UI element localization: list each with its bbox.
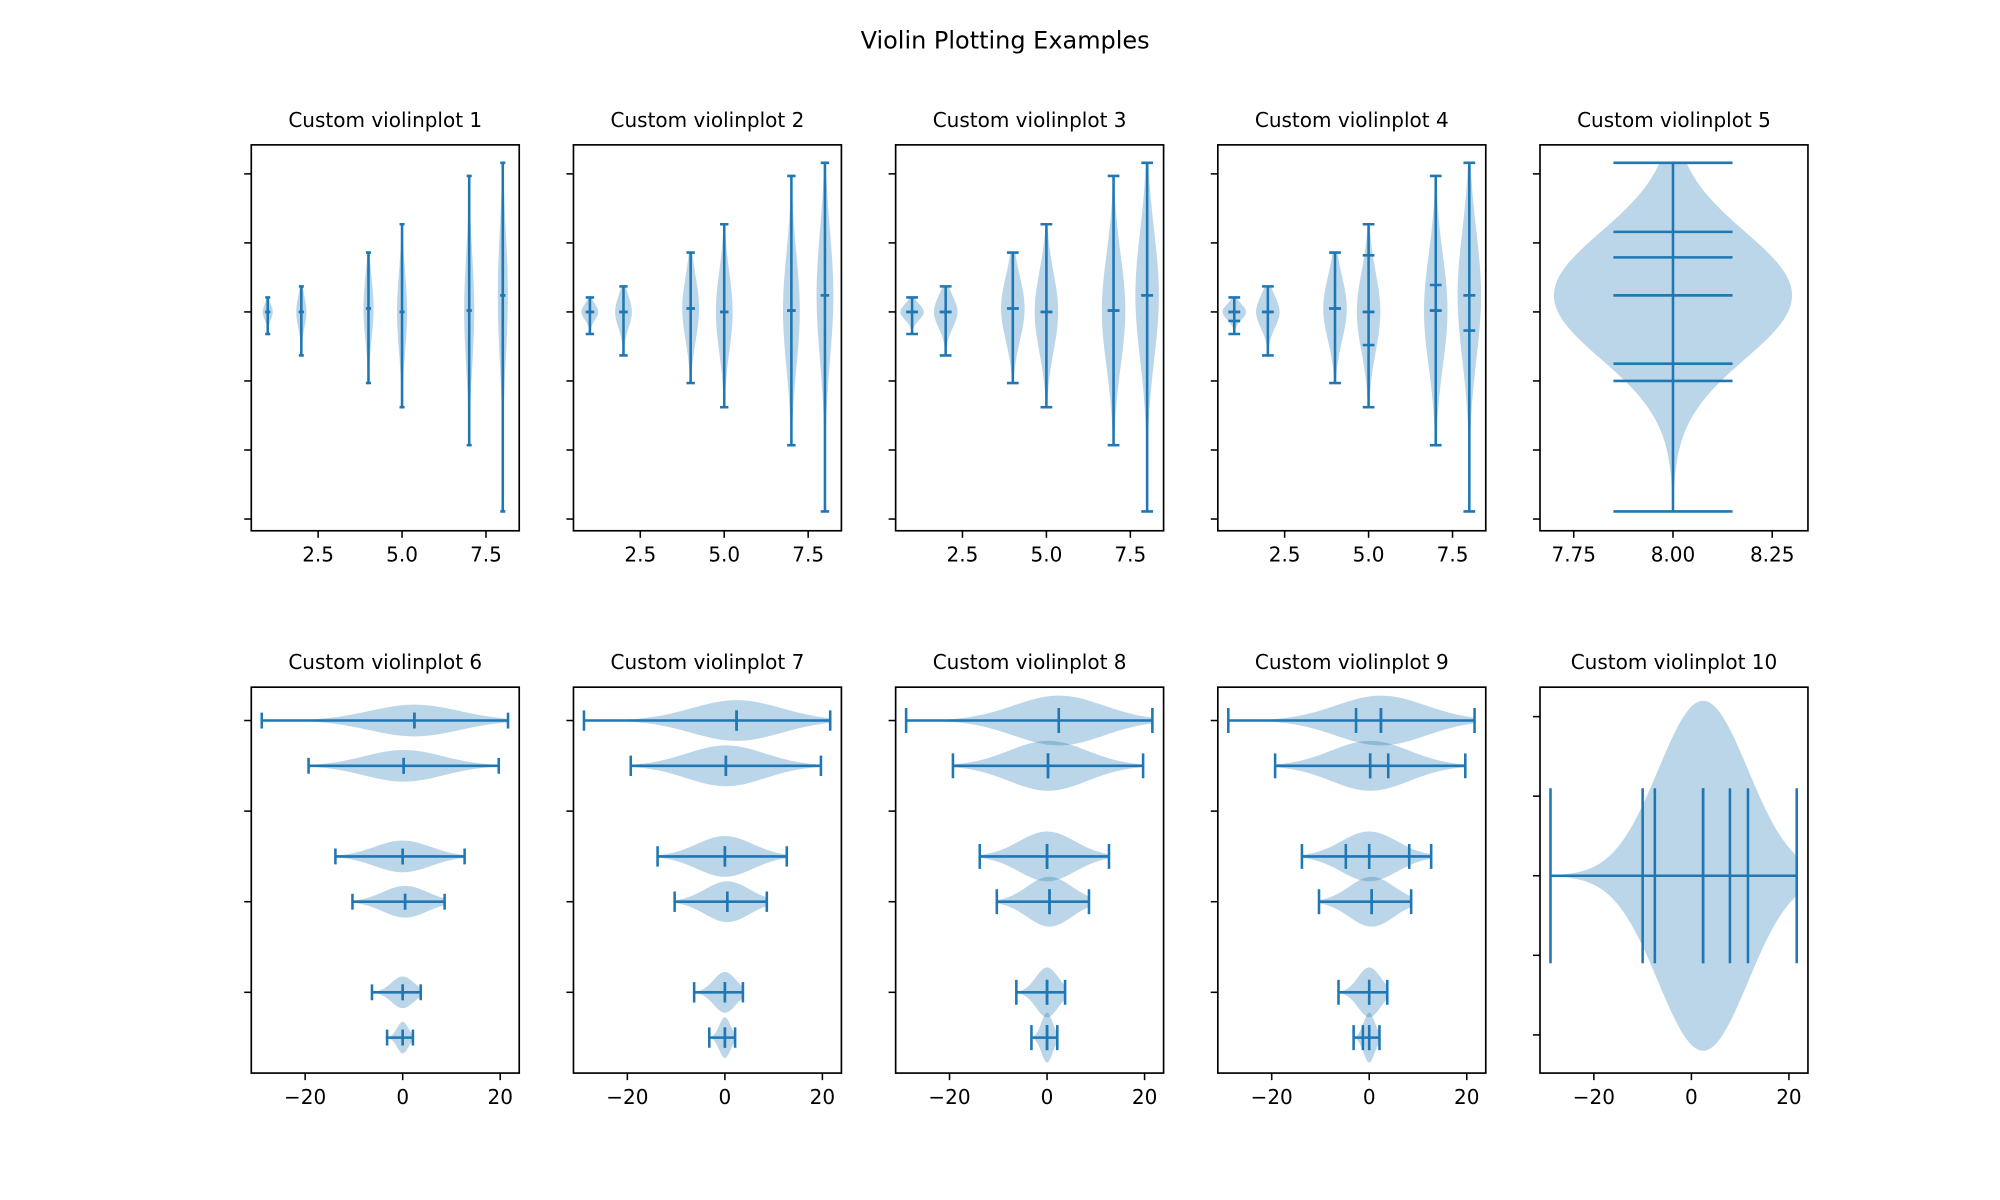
x-tick-label: 8.00 bbox=[1651, 543, 1696, 567]
subplot-7: −20 0 20 Custom violinplot 7 bbox=[566, 650, 843, 1109]
x-tick-label: 5.0 bbox=[1353, 543, 1385, 567]
x-tick-label: 7.5 bbox=[470, 543, 502, 567]
x-tick-label: 20 bbox=[1132, 1085, 1157, 1109]
x-tick-label: 8.25 bbox=[1750, 543, 1795, 567]
subplot-4: 2.5 5.0 7.5 Custom violinplot 4 bbox=[1210, 108, 1487, 567]
subplot-3: 2.5 5.0 7.5 Custom violinplot 3 bbox=[888, 108, 1165, 567]
subplot-title: Custom violinplot 3 bbox=[933, 108, 1127, 132]
x-tick-label: −20 bbox=[1251, 1085, 1293, 1109]
axes-frame bbox=[1539, 144, 1809, 532]
plot-area bbox=[582, 700, 832, 1058]
plot-area bbox=[260, 704, 510, 1054]
x-tick-label: 2.5 bbox=[947, 543, 979, 567]
x-tick-label: 20 bbox=[810, 1085, 835, 1109]
axes-frame bbox=[572, 144, 843, 532]
subplot-title: Custom violinplot 6 bbox=[288, 650, 482, 674]
subplot-title: Custom violinplot 9 bbox=[1255, 650, 1449, 674]
axes-frame bbox=[572, 686, 843, 1074]
plot-area bbox=[262, 161, 508, 513]
x-tick-label: 20 bbox=[487, 1085, 512, 1109]
x-tick-label: 2.5 bbox=[1269, 543, 1301, 567]
x-tick-label: 0 bbox=[1685, 1085, 1698, 1109]
x-tick-label: 0 bbox=[1041, 1085, 1054, 1109]
subplot-10: −20 0 20 Custom violinplot 10 bbox=[1532, 650, 1809, 1109]
axes-frame bbox=[250, 144, 521, 532]
x-tick-label: 0 bbox=[1363, 1085, 1376, 1109]
subplot-1: 2.5 5.0 7.5 Custom violinplot 1 bbox=[244, 108, 521, 567]
axes-frame bbox=[1539, 686, 1809, 1074]
plot-area bbox=[1549, 700, 1799, 1051]
x-tick-label: 7.5 bbox=[1114, 543, 1146, 567]
plot-area bbox=[581, 161, 834, 513]
subplot-9: −20 0 20 Custom violinplot 9 bbox=[1210, 650, 1487, 1109]
x-tick-label: 5.0 bbox=[708, 543, 740, 567]
subplot-5: 7.75 8.00 8.25 Custom violinplot 5 bbox=[1532, 108, 1809, 567]
subplot-title: Custom violinplot 8 bbox=[933, 650, 1127, 674]
figure-title: Violin Plotting Examples bbox=[861, 27, 1150, 55]
axes-frame bbox=[894, 686, 1165, 1074]
subplot-title: Custom violinplot 10 bbox=[1571, 650, 1778, 674]
axes-frame bbox=[1216, 686, 1487, 1074]
subplot-title: Custom violinplot 2 bbox=[611, 108, 805, 132]
x-tick-label: 5.0 bbox=[386, 543, 418, 567]
x-tick-label: −20 bbox=[284, 1085, 326, 1109]
plot-area bbox=[1222, 161, 1482, 513]
x-tick-label: 5.0 bbox=[1030, 543, 1062, 567]
subplot-title: Custom violinplot 1 bbox=[288, 108, 482, 132]
x-tick-label: −20 bbox=[928, 1085, 970, 1109]
x-tick-label: 7.75 bbox=[1551, 543, 1596, 567]
subplot-title: Custom violinplot 7 bbox=[611, 650, 805, 674]
subplot-8: −20 0 20 Custom violinplot 8 bbox=[888, 650, 1165, 1109]
plot-area bbox=[900, 161, 1159, 513]
x-tick-label: −20 bbox=[1573, 1085, 1615, 1109]
x-tick-label: 7.5 bbox=[792, 543, 824, 567]
x-tick-label: 0 bbox=[719, 1085, 732, 1109]
x-tick-label: 2.5 bbox=[302, 543, 334, 567]
plot-area bbox=[904, 695, 1154, 1063]
axes-frame bbox=[250, 686, 521, 1074]
x-tick-label: 2.5 bbox=[624, 543, 656, 567]
x-tick-label: 20 bbox=[1454, 1085, 1479, 1109]
subplot-title: Custom violinplot 4 bbox=[1255, 108, 1449, 132]
axes-frame bbox=[894, 144, 1165, 532]
x-tick-label: −20 bbox=[606, 1085, 648, 1109]
subplot-2: 2.5 5.0 7.5 Custom violinplot 2 bbox=[566, 108, 843, 567]
x-tick-label: 20 bbox=[1776, 1085, 1801, 1109]
x-tick-label: 7.5 bbox=[1437, 543, 1469, 567]
plot-area bbox=[1553, 161, 1793, 513]
subplot-6: −20 0 20 Custom violinplot 6 bbox=[244, 650, 521, 1109]
x-tick-label: 0 bbox=[396, 1085, 409, 1109]
axes-frame bbox=[1216, 144, 1487, 532]
plot-area bbox=[1227, 695, 1476, 1063]
subplot-title: Custom violinplot 5 bbox=[1577, 108, 1771, 132]
